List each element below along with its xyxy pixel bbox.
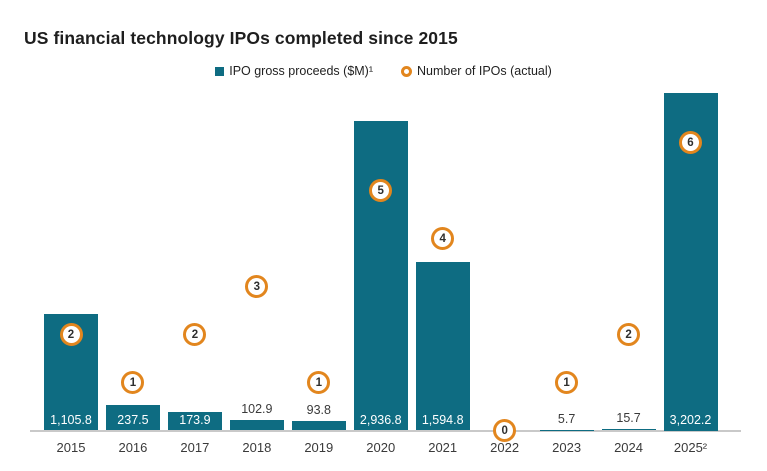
- ipo-count-marker: 2: [183, 323, 207, 346]
- ring-series-swatch-icon: [401, 65, 413, 77]
- legend-item-proceeds: IPO gross proceeds ($M)¹: [215, 64, 373, 78]
- bar-2016: [105, 405, 160, 431]
- bar-2017: [167, 412, 222, 431]
- x-axis-label: 2020: [366, 440, 396, 455]
- bar-2018: [229, 419, 284, 431]
- ipo-count-marker: 2: [59, 323, 83, 346]
- legend-label-proceeds: IPO gross proceeds ($M)¹: [229, 64, 374, 78]
- x-axis-label: 2021: [428, 440, 458, 455]
- bar-value-label: 237.5: [117, 412, 149, 427]
- bar-value-label: 93.8: [306, 402, 331, 417]
- bar-2019: [291, 420, 346, 431]
- ipo-count-marker: 2: [617, 323, 641, 346]
- ipo-count-marker: 5: [369, 179, 393, 202]
- bar-value-label: 1,594.8: [421, 412, 464, 427]
- x-axis-label: 2016: [118, 440, 148, 455]
- ipo-count-marker: 3: [245, 275, 269, 298]
- x-axis-label: 2018: [242, 440, 272, 455]
- ipo-count-marker: 1: [555, 371, 579, 394]
- bar-value-label: 1,105.8: [50, 412, 92, 427]
- x-axis-baseline: [30, 430, 741, 432]
- x-axis-label: 2022: [490, 440, 520, 455]
- bar-2024: [601, 428, 656, 431]
- ipo-count-marker: 6: [679, 131, 702, 154]
- ipo-count-marker: 4: [431, 227, 455, 250]
- bar-value-label: 3,202.2: [669, 412, 712, 427]
- legend-item-ipo-count: Number of IPOs (actual): [401, 64, 552, 78]
- bar-value-label: 15.7: [616, 410, 641, 425]
- bar-value-label: 102.9: [241, 401, 273, 416]
- bar-value-label: 2,936.8: [359, 412, 402, 427]
- bar-series-swatch-icon: [215, 66, 225, 76]
- x-axis-label: 2017: [180, 440, 210, 455]
- bar-value-label: 173.9: [179, 412, 211, 427]
- bar-2023: [539, 429, 594, 431]
- x-axis-label: 2024: [614, 440, 643, 455]
- x-axis-label: 2025²: [673, 440, 708, 455]
- bar-value-label: 5.7: [557, 411, 576, 426]
- ipo-count-marker: 1: [307, 371, 331, 394]
- x-axis-label: 2023: [552, 440, 582, 455]
- chart-title: US financial technology IPOs completed s…: [24, 28, 458, 48]
- chart-legend: IPO gross proceeds ($M)¹ Number of IPOs …: [0, 64, 767, 78]
- bar-2020: [353, 120, 408, 431]
- bar-2021: [415, 262, 470, 431]
- x-axis-label: 2019: [304, 440, 334, 455]
- ipo-count-marker: 0: [493, 419, 517, 442]
- legend-label-ipo-count: Number of IPOs (actual): [417, 64, 552, 78]
- ipo-count-marker: 1: [121, 371, 145, 394]
- x-axis-label: 2015: [56, 440, 86, 455]
